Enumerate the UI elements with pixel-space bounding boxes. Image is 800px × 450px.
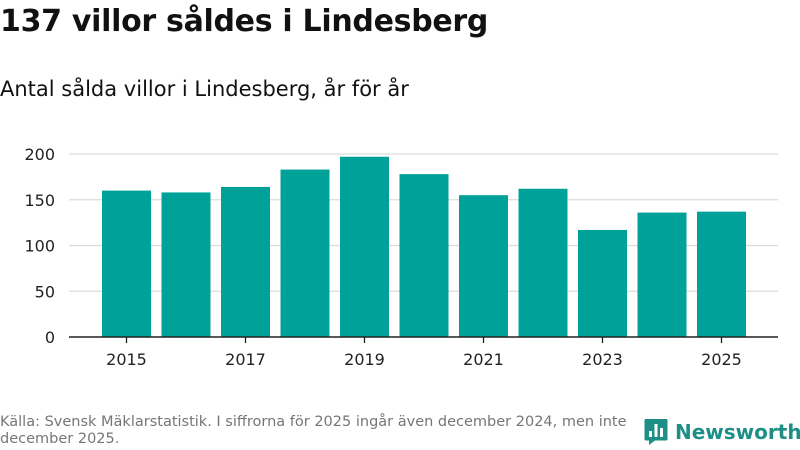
bar-2021 <box>459 195 508 337</box>
bar-2022 <box>518 188 568 337</box>
y-tick-label: 200 <box>24 145 55 164</box>
x-tick-label: 2023 <box>582 350 623 369</box>
bar-2016 <box>161 192 211 337</box>
x-tick-label: 2017 <box>225 350 266 369</box>
y-tick-label: 50 <box>35 282 55 301</box>
bar-2023 <box>578 229 627 337</box>
bar-2019 <box>340 156 389 337</box>
brand-name: Newsworthy <box>675 420 800 444</box>
bar-2025 <box>697 211 746 337</box>
brand-logo: Newsworthy <box>644 418 800 446</box>
newsworthy-logo-icon <box>644 419 668 445</box>
bar-2024 <box>637 212 687 337</box>
x-tick-label: 2021 <box>463 350 504 369</box>
y-tick-label: 100 <box>24 237 55 256</box>
y-tick-label: 150 <box>24 191 55 210</box>
bar-2015 <box>102 190 151 337</box>
chart-title: 137 villor såldes i Lindesberg <box>0 4 489 39</box>
bar-2018 <box>280 169 330 337</box>
x-tick-label: 2015 <box>106 350 147 369</box>
x-tick-label: 2019 <box>344 350 385 369</box>
bar-chart: 0 50 100 150 200 2015 2017 2019 2021 2023 2025 <box>24 145 778 369</box>
chart-subtitle: Antal sålda villor i Lindesberg, år för … <box>0 77 409 101</box>
source-note: Källa: Svensk Mäklarstatistik. I siffror… <box>0 414 627 447</box>
x-tick-label: 2025 <box>701 350 742 369</box>
bar-2020 <box>399 174 449 337</box>
bar-2017 <box>221 186 270 337</box>
y-tick-label: 0 <box>45 328 55 347</box>
